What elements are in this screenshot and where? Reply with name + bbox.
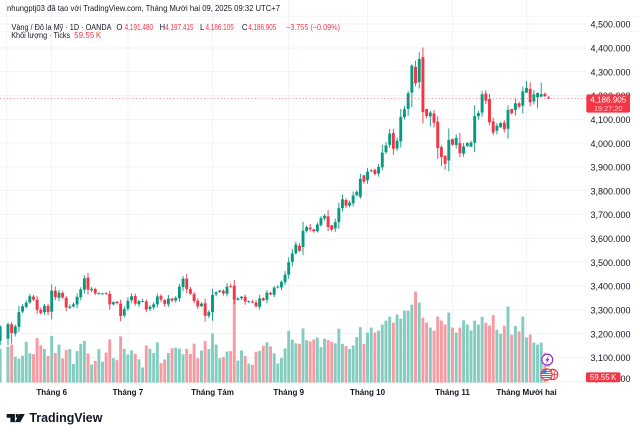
- svg-text:3,300.000: 3,300.000: [590, 306, 630, 316]
- svg-text:4,186.905: 4,186.905: [248, 23, 277, 32]
- svg-text:nhungptj03 đã tạo với TradingV: nhungptj03 đã tạo với TradingView.com, T…: [7, 4, 281, 13]
- svg-text:4,500.000: 4,500.000: [590, 20, 630, 30]
- svg-text:C: C: [242, 23, 248, 32]
- svg-text:Khối lượng · Ticks: Khối lượng · Ticks: [11, 31, 70, 40]
- svg-text:3,100.000: 3,100.000: [590, 353, 630, 363]
- svg-text:TradingView: TradingView: [29, 410, 103, 425]
- svg-text:4,191.480: 4,191.480: [125, 23, 154, 32]
- svg-text:3,200.000: 3,200.000: [590, 329, 630, 339]
- svg-text:Tháng Tám: Tháng Tám: [191, 388, 234, 397]
- svg-text:59.55 K: 59.55 K: [74, 31, 102, 40]
- svg-text:Tháng 10: Tháng 10: [350, 388, 386, 397]
- svg-text:3,800.000: 3,800.000: [590, 186, 630, 196]
- svg-text:3,700.000: 3,700.000: [590, 210, 630, 220]
- svg-text:4,197.415: 4,197.415: [165, 23, 194, 32]
- svg-text:3,400.000: 3,400.000: [590, 282, 630, 292]
- svg-text:−3.755 (−0.09%): −3.755 (−0.09%): [286, 23, 340, 32]
- svg-text:4,000.000: 4,000.000: [590, 139, 630, 149]
- svg-text:4,186.905: 4,186.905: [590, 96, 627, 105]
- svg-text:3,600.000: 3,600.000: [590, 234, 630, 244]
- svg-text:3,500.000: 3,500.000: [590, 258, 630, 268]
- svg-text:Tháng Mười hai: Tháng Mười hai: [496, 388, 556, 397]
- svg-text:Tháng 7: Tháng 7: [113, 388, 144, 397]
- svg-text:4,186.105: 4,186.105: [206, 23, 235, 32]
- svg-text:H: H: [160, 23, 166, 32]
- svg-text:Tháng 6: Tháng 6: [36, 388, 67, 397]
- svg-text:4,300.000: 4,300.000: [590, 67, 630, 77]
- svg-text:4,100.000: 4,100.000: [590, 115, 630, 125]
- svg-text:59.55 K: 59.55 K: [590, 373, 617, 382]
- svg-text:Tháng 11: Tháng 11: [435, 388, 470, 397]
- svg-text:Tháng 9: Tháng 9: [273, 388, 304, 397]
- svg-text:4,400.000: 4,400.000: [590, 44, 630, 54]
- svg-text:19:27:20: 19:27:20: [594, 104, 622, 113]
- svg-text:O: O: [116, 23, 122, 32]
- svg-text:L: L: [200, 23, 205, 32]
- svg-text:3,900.000: 3,900.000: [590, 163, 630, 173]
- svg-text:Vàng / Đô la Mỹ · 1D · OANDA: Vàng / Đô la Mỹ · 1D · OANDA: [12, 23, 113, 32]
